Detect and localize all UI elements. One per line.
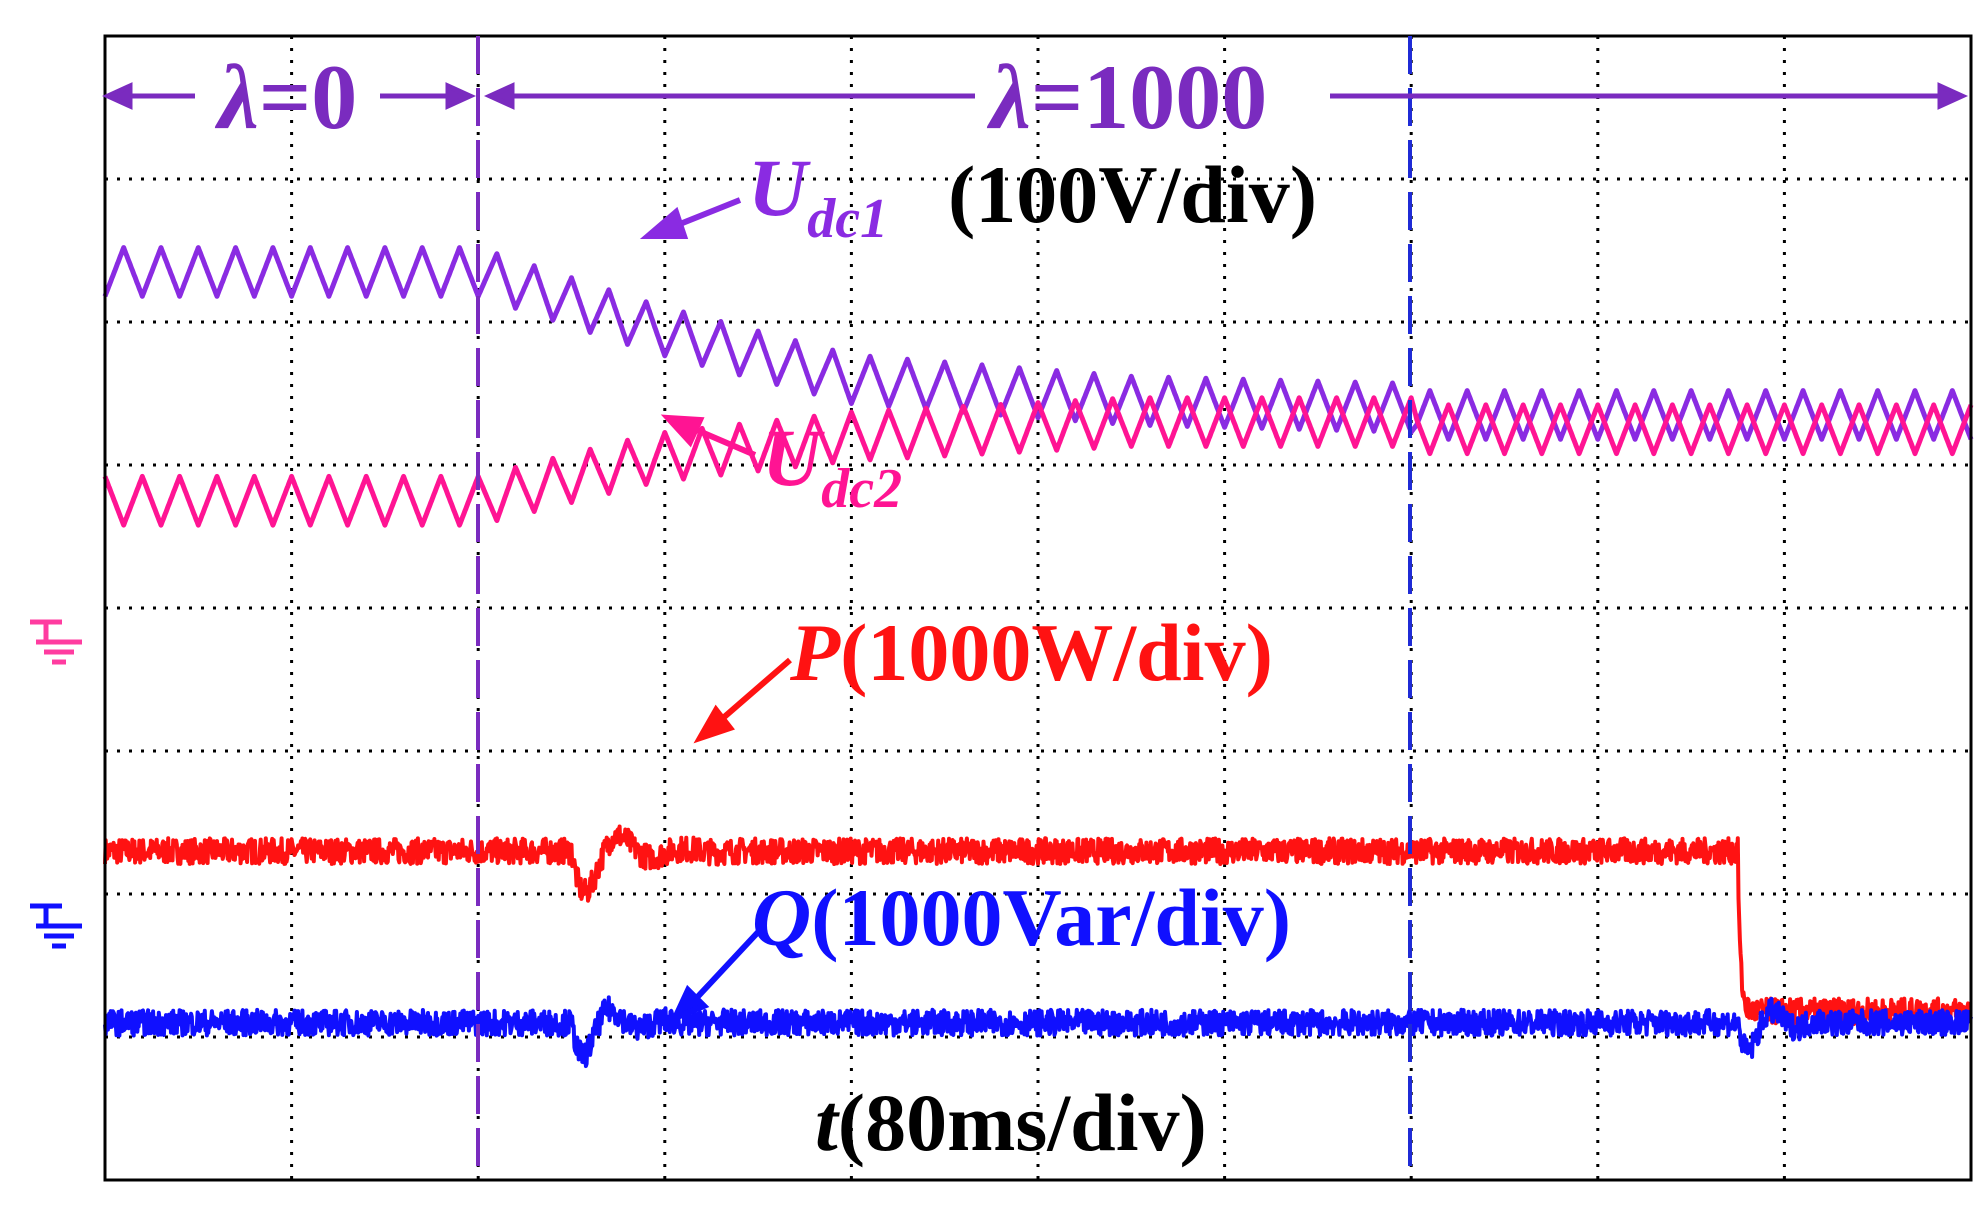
- lambda0-label: λ=0: [214, 46, 357, 148]
- p-ground-icon: [30, 619, 82, 665]
- p-trace: [103, 824, 1973, 1027]
- lambda1000-label: λ=1000: [986, 46, 1267, 148]
- traces: [102, 245, 1974, 1069]
- lambda-symbol: λ: [986, 46, 1031, 148]
- udc1-trace: [102, 245, 1974, 442]
- udc2-trace: [102, 395, 1974, 528]
- udc2-label: Udc2: [762, 412, 902, 520]
- lambda0-value: =0: [259, 46, 357, 148]
- udc1-sub: dc1: [807, 188, 888, 250]
- lambda-symbol: λ: [214, 46, 259, 148]
- lambda1000-value: =1000: [1031, 46, 1267, 148]
- udc2-main: U: [762, 412, 825, 503]
- p-scale: (1000W/div): [840, 607, 1273, 698]
- p-main: P: [789, 607, 841, 698]
- time-main: t: [815, 1077, 840, 1168]
- q-main: Q: [752, 872, 811, 963]
- time-scale: (80ms/div): [838, 1077, 1207, 1168]
- lambda0-arrow: [101, 82, 477, 110]
- q-pointer: [669, 927, 763, 1024]
- udc2-sub: dc2: [821, 458, 902, 520]
- q-ground-icon: [30, 903, 82, 949]
- udc1-main: U: [748, 142, 811, 233]
- q-trace: [103, 995, 1973, 1069]
- udc1-label: Udc1: [748, 142, 888, 250]
- q-label: Q(1000Var/div): [752, 872, 1291, 963]
- p-label: P(1000W/div): [789, 607, 1273, 698]
- plot-frame: [103, 34, 1973, 1182]
- p-pointer: [693, 657, 792, 744]
- udc2-pointer: [660, 414, 757, 458]
- time-label: t(80ms/div): [815, 1077, 1207, 1168]
- udc1-pointer: [639, 197, 742, 239]
- lambda1000-arrow: [483, 82, 1969, 110]
- q-scale: (1000Var/div): [811, 872, 1291, 963]
- udc-scale-label: (100V/div): [948, 149, 1317, 240]
